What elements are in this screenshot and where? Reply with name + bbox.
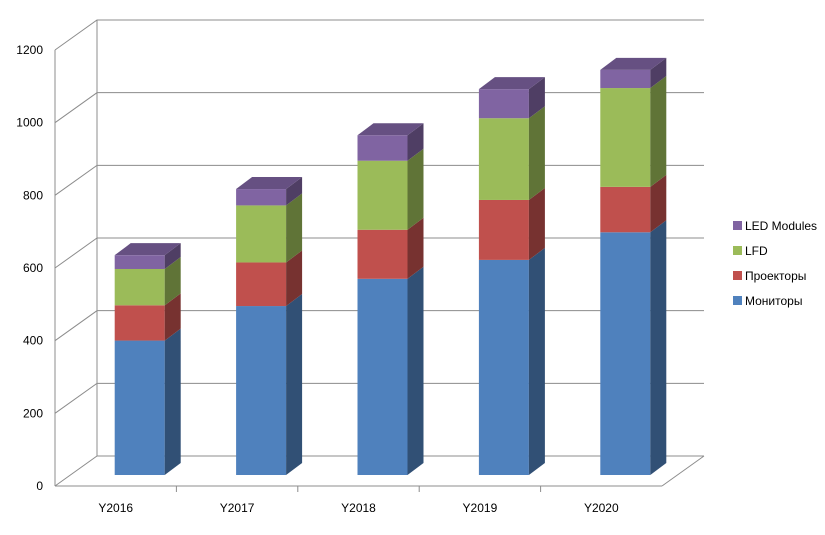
y-axis-ticks: 0 200 400 600 800 1000 1200: [16, 43, 43, 493]
y-tick-label: 0: [36, 479, 43, 493]
bar-segment-side: [286, 294, 303, 475]
bar-segment-side: [286, 250, 303, 307]
legend-swatch: [733, 221, 742, 230]
legend: LED Modules LFD Проекторы Мониторы: [733, 219, 817, 308]
bar-segment: [600, 186, 651, 233]
x-axis-ticks: Y2016 Y2017 Y2018 Y2019 Y2020: [98, 486, 619, 515]
bar-top-face: [600, 57, 667, 70]
bar-segment-side: [528, 247, 545, 475]
y-tick-label: 1200: [16, 43, 43, 57]
bar-segment: [357, 229, 408, 279]
legend-entry: LFD: [745, 244, 768, 258]
bar-segment: [600, 232, 651, 475]
x-tick-label: Y2017: [220, 501, 255, 515]
bar-segment-side: [407, 266, 424, 475]
bar-segment-side: [650, 220, 667, 475]
y-tick-label: 600: [23, 261, 43, 275]
y-tick-label: 800: [23, 188, 43, 202]
bar-segment: [357, 160, 408, 230]
bar-segment-side: [407, 148, 424, 230]
bar-segment: [478, 199, 529, 260]
bar-segment: [478, 118, 529, 200]
bar-segment: [236, 205, 287, 263]
bar-top-face: [236, 177, 303, 190]
bar-top-face: [357, 123, 424, 136]
bar-top-face: [478, 77, 545, 90]
bar-segment: [357, 135, 408, 161]
bar-segment-side: [528, 77, 545, 119]
legend-swatch: [733, 296, 742, 305]
bar-top-face: [114, 243, 181, 256]
bar-segment-side: [650, 174, 667, 233]
x-tick-label: Y2018: [341, 501, 376, 515]
x-tick-label: Y2019: [463, 501, 498, 515]
bar-segment: [114, 340, 165, 475]
bar-segment: [114, 305, 165, 341]
legend-swatch: [733, 246, 742, 255]
bar-segment-side: [650, 57, 667, 89]
bar-segment: [478, 89, 529, 119]
bar-segment-side: [164, 293, 181, 341]
grid-line: [54, 19, 704, 51]
bar-segment: [236, 189, 287, 206]
x-tick-label: Y2020: [584, 501, 619, 515]
bar-segment-side: [650, 76, 667, 187]
legend-entry: Мониторы: [745, 294, 802, 308]
bar-segment-side: [164, 256, 181, 306]
bar-segment-side: [164, 328, 181, 475]
bar-segment: [600, 69, 651, 89]
legend-entry: LED Modules: [745, 219, 817, 233]
bar-segment: [600, 88, 651, 187]
bars: [114, 57, 667, 475]
y-tick-label: 200: [23, 406, 43, 420]
bar-segment-side: [407, 123, 424, 161]
bar-segment: [478, 259, 529, 475]
floor-right-edge: [661, 455, 705, 487]
x-tick-label: Y2016: [98, 501, 133, 515]
bar-segment-side: [528, 106, 545, 200]
legend-swatch: [733, 271, 742, 280]
bar-segment: [114, 268, 165, 306]
y-tick-label: 400: [23, 334, 43, 348]
bar-segment-side: [286, 193, 303, 263]
bar-segment: [236, 306, 287, 475]
bar-segment-side: [407, 217, 424, 279]
bar-segment-side: [528, 187, 545, 260]
legend-entry: Проекторы: [745, 269, 806, 283]
bar-segment: [114, 255, 165, 269]
bar-segment: [357, 278, 408, 475]
bar-segment: [236, 262, 287, 307]
y-tick-label: 1000: [16, 116, 43, 130]
bar-segment-side: [164, 243, 181, 269]
bar-segment-side: [286, 177, 303, 206]
